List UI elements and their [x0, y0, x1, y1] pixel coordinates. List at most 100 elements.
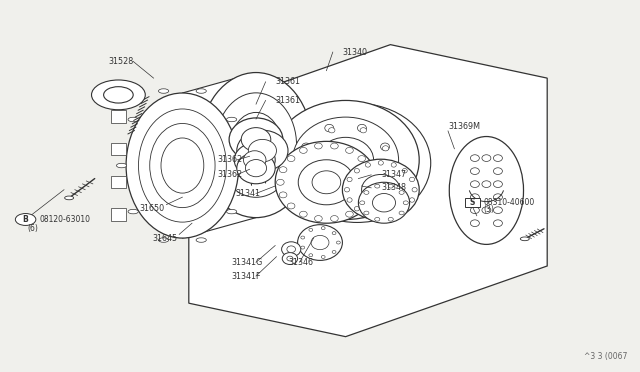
Ellipse shape [344, 187, 349, 192]
Text: 31341G: 31341G [232, 258, 263, 267]
Text: 31348: 31348 [381, 183, 406, 192]
Polygon shape [189, 45, 547, 337]
Text: 31362: 31362 [218, 155, 243, 164]
Ellipse shape [470, 207, 479, 214]
Ellipse shape [378, 161, 383, 165]
Ellipse shape [237, 153, 275, 184]
Ellipse shape [292, 117, 399, 203]
Ellipse shape [324, 188, 333, 196]
Ellipse shape [382, 146, 388, 151]
Text: 31346: 31346 [288, 258, 313, 267]
Ellipse shape [311, 235, 329, 250]
Ellipse shape [381, 170, 390, 177]
Text: B: B [23, 215, 28, 224]
Ellipse shape [410, 198, 415, 202]
Text: 08310-40600: 08310-40600 [483, 198, 534, 207]
Ellipse shape [287, 203, 295, 209]
Ellipse shape [366, 167, 374, 173]
Ellipse shape [317, 137, 374, 183]
Ellipse shape [331, 215, 339, 221]
Ellipse shape [282, 253, 298, 264]
Ellipse shape [346, 147, 353, 153]
Ellipse shape [298, 225, 342, 260]
Ellipse shape [321, 227, 325, 230]
Ellipse shape [309, 254, 313, 257]
Ellipse shape [493, 168, 502, 174]
Text: (6): (6) [27, 224, 38, 233]
Ellipse shape [399, 191, 404, 195]
Ellipse shape [314, 143, 322, 149]
Text: 08120-63010: 08120-63010 [40, 215, 91, 224]
Ellipse shape [242, 127, 270, 163]
Ellipse shape [360, 128, 367, 133]
Text: 31361: 31361 [275, 77, 300, 86]
Text: S: S [470, 198, 475, 207]
Ellipse shape [388, 185, 394, 188]
Ellipse shape [358, 182, 410, 223]
Ellipse shape [116, 163, 127, 168]
Ellipse shape [104, 87, 133, 103]
Ellipse shape [365, 163, 371, 167]
Ellipse shape [369, 179, 376, 185]
Ellipse shape [362, 174, 400, 205]
Ellipse shape [331, 143, 339, 149]
Ellipse shape [237, 130, 288, 171]
Ellipse shape [520, 237, 529, 241]
Text: 31528: 31528 [109, 57, 134, 66]
Ellipse shape [300, 211, 307, 217]
Ellipse shape [391, 163, 396, 167]
Ellipse shape [287, 246, 296, 253]
Text: 31347: 31347 [381, 170, 406, 179]
Ellipse shape [402, 169, 407, 173]
Ellipse shape [358, 155, 365, 161]
Ellipse shape [301, 236, 305, 239]
Ellipse shape [355, 206, 360, 211]
Ellipse shape [138, 109, 227, 222]
Ellipse shape [216, 93, 296, 197]
FancyBboxPatch shape [465, 198, 480, 207]
Polygon shape [182, 73, 256, 238]
Ellipse shape [493, 220, 502, 227]
Ellipse shape [246, 160, 267, 177]
Ellipse shape [300, 147, 307, 153]
Ellipse shape [360, 201, 365, 205]
Ellipse shape [196, 89, 206, 93]
Ellipse shape [360, 189, 367, 195]
Ellipse shape [307, 146, 313, 151]
Ellipse shape [482, 155, 491, 161]
Ellipse shape [328, 189, 335, 195]
Ellipse shape [332, 250, 336, 253]
Ellipse shape [276, 179, 284, 185]
Ellipse shape [324, 124, 333, 132]
Ellipse shape [287, 155, 295, 161]
Ellipse shape [372, 183, 389, 196]
Ellipse shape [346, 211, 353, 217]
Ellipse shape [493, 181, 502, 187]
Text: 31341F: 31341F [232, 272, 261, 280]
Ellipse shape [128, 209, 138, 214]
Ellipse shape [388, 217, 394, 221]
Ellipse shape [229, 118, 283, 161]
FancyBboxPatch shape [111, 110, 126, 123]
Ellipse shape [159, 238, 169, 242]
Ellipse shape [355, 169, 360, 173]
FancyBboxPatch shape [111, 143, 126, 155]
Ellipse shape [230, 112, 282, 178]
Ellipse shape [410, 177, 415, 182]
Ellipse shape [196, 238, 206, 242]
Text: 31650: 31650 [140, 204, 164, 213]
Ellipse shape [200, 73, 312, 218]
Text: ^3 3 (0067: ^3 3 (0067 [584, 352, 627, 361]
Ellipse shape [399, 211, 404, 215]
Ellipse shape [470, 220, 479, 227]
Ellipse shape [234, 143, 275, 177]
Ellipse shape [482, 207, 491, 214]
Ellipse shape [161, 138, 204, 193]
Ellipse shape [366, 192, 374, 198]
Ellipse shape [284, 103, 431, 222]
Ellipse shape [92, 80, 145, 110]
Ellipse shape [248, 140, 276, 162]
Ellipse shape [347, 177, 352, 182]
Ellipse shape [282, 242, 301, 257]
Ellipse shape [493, 155, 502, 161]
